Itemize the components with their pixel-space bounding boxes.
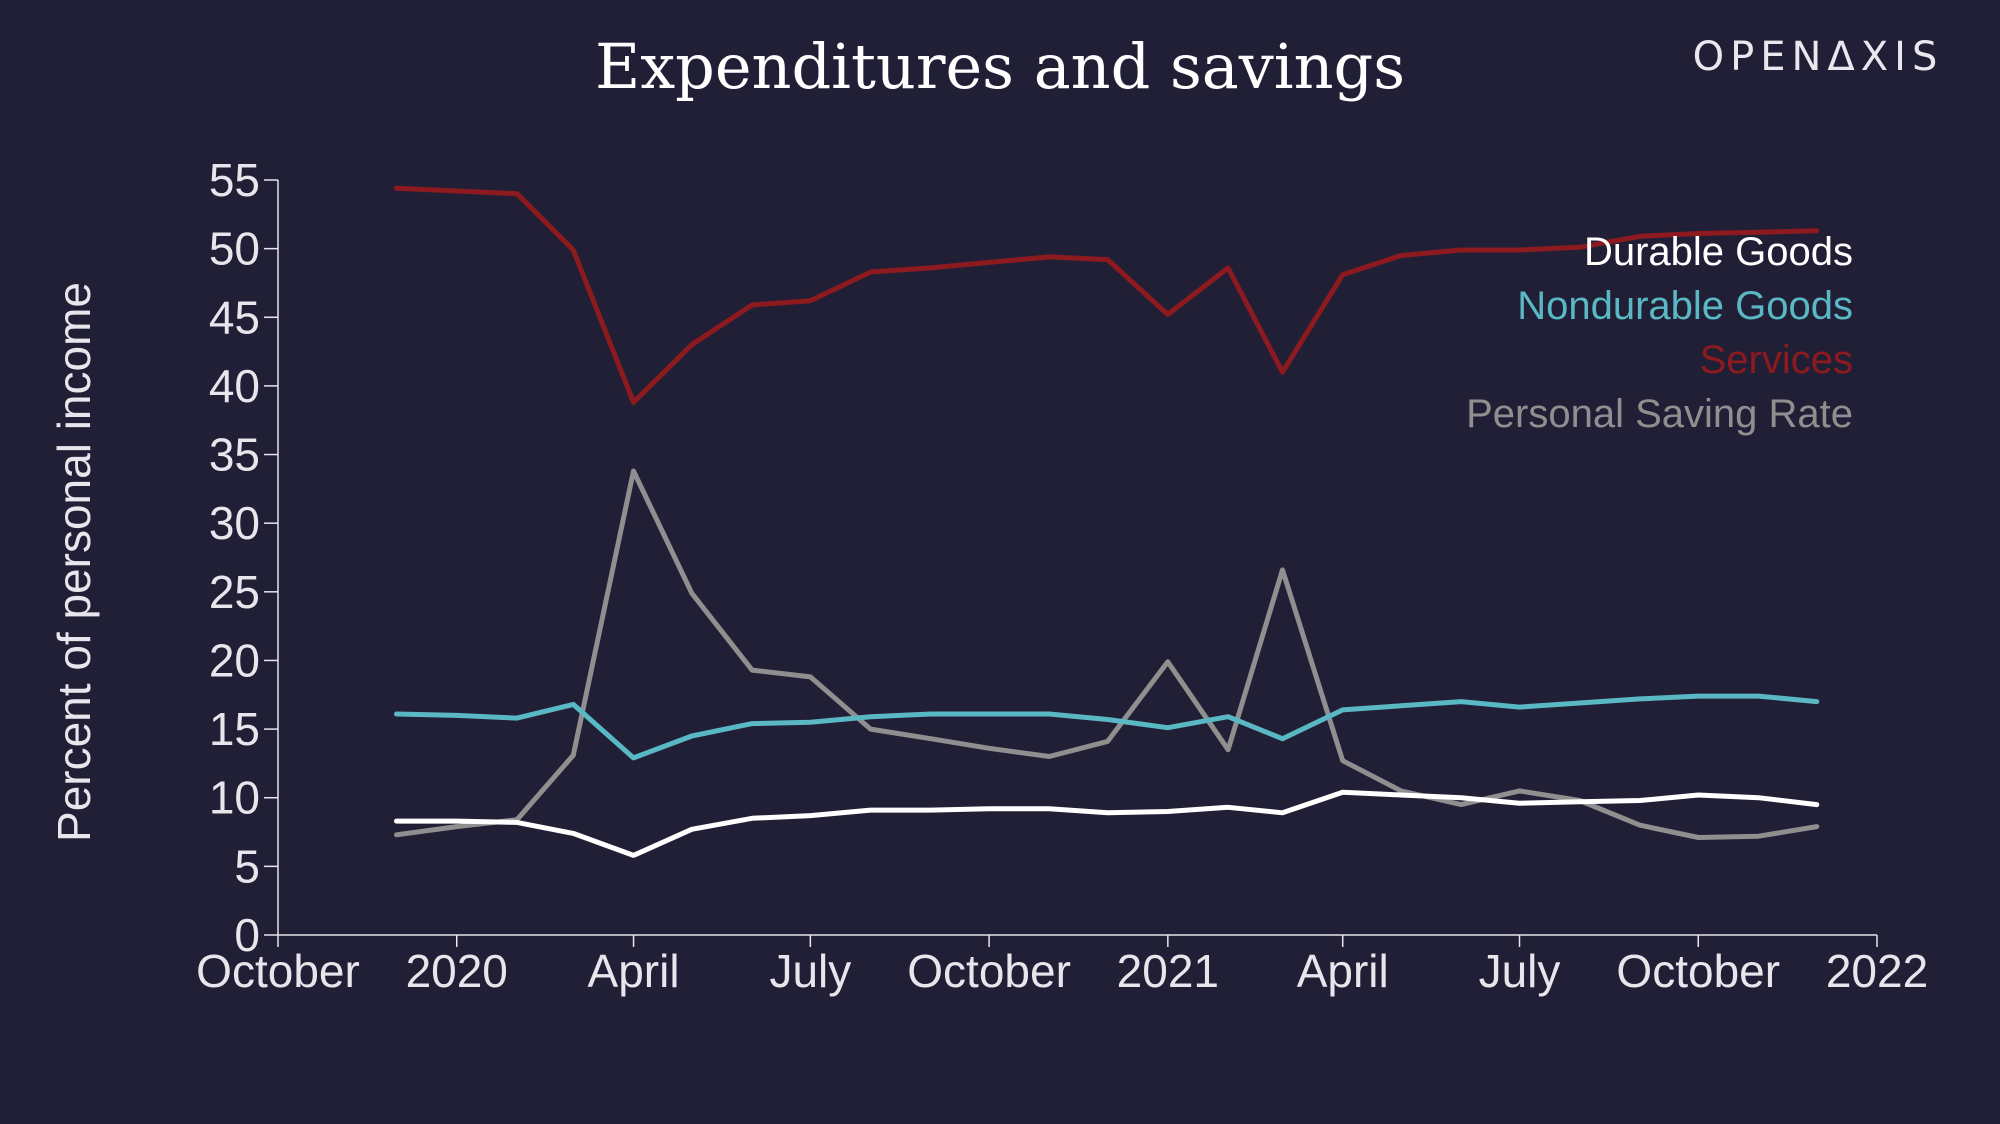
x-tick-label: 2021 [1117, 945, 1219, 997]
x-tick-label: April [1297, 945, 1389, 997]
series-layer [394, 185, 1820, 858]
x-tick-label: April [588, 945, 680, 997]
y-axis-label: Percent of personal income [48, 282, 100, 842]
x-tick-label: 2020 [406, 945, 508, 997]
y-tick-label: 10 [209, 772, 260, 824]
legend: Durable Goods Nondurable Goods Services Per… [1466, 230, 1853, 436]
series-line-personal-saving-rate [394, 468, 1820, 840]
x-tick-label: October [907, 945, 1071, 997]
x-tick-label: 2022 [1826, 945, 1928, 997]
y-tick-label: 55 [209, 154, 260, 206]
y-tick-label: 45 [209, 291, 260, 343]
y-tick-label: 25 [209, 566, 260, 618]
legend-item-personal-saving-rate: Personal Saving Rate [1466, 392, 1853, 436]
y-tick-label: 30 [209, 497, 260, 549]
y-tick-label: 0 [234, 909, 260, 961]
legend-item-durable-goods: Durable Goods [1584, 230, 1853, 274]
x-tick-label: October [196, 945, 360, 997]
y-tick-label: 50 [209, 223, 260, 275]
y-tick-label: 15 [209, 703, 260, 755]
legend-item-nondurable-goods: Nondurable Goods [1517, 284, 1853, 328]
series-line-nondurable-goods [394, 693, 1820, 761]
x-tick-label: October [1616, 945, 1780, 997]
legend-item-services: Services [1700, 338, 1853, 382]
y-tick-label: 40 [209, 360, 260, 412]
y-tick-label: 5 [234, 840, 260, 892]
series-line-services [394, 185, 1820, 405]
chart-title: Expenditures and savings [595, 30, 1405, 103]
series-line-durable-goods [394, 789, 1820, 858]
y-tick-label: 35 [209, 429, 260, 481]
x-tick-label: July [769, 945, 851, 997]
axes: 0 5 10 15 20 25 30 35 40 45 50 55 October 2020 April Ju… [196, 154, 1928, 997]
openaxis-logo: OPENΔXIS [1693, 34, 1944, 80]
y-tick-label: 20 [209, 634, 260, 686]
x-tick-label: July [1479, 945, 1561, 997]
